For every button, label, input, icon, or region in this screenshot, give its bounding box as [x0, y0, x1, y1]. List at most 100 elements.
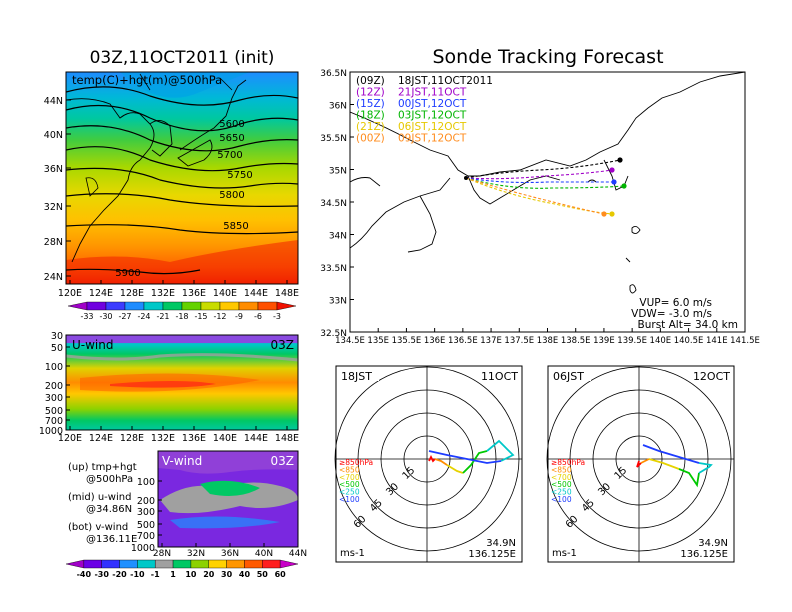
lon-tick-label: 141.5E	[730, 336, 760, 346]
legend-up-2: @500hPa	[86, 474, 133, 485]
lat-tick-label: 35.5N	[320, 134, 347, 144]
lat-tick-label: 36N	[44, 164, 63, 175]
hodograph-date: 11OCT	[481, 370, 518, 383]
colorbar-label: -30	[99, 312, 112, 321]
level-legend: <100	[551, 495, 572, 504]
wind-colorbar-label: 30	[221, 570, 233, 579]
left-title: 03Z,11OCT2011 (init)	[90, 48, 275, 68]
panel-legend: (up) tmp+hgt @500hPa (mid) u-wind @34.86…	[68, 462, 137, 545]
lon-tick-label: 136E	[424, 336, 446, 346]
colorbar-label: -3	[273, 312, 281, 321]
run-tag: (12Z)	[356, 87, 385, 99]
pressure-tick-label: 30	[51, 331, 63, 342]
hodograph-trace	[434, 458, 448, 466]
colorbar-swatch	[238, 301, 259, 311]
colorbar-label: -24	[137, 312, 150, 321]
lon-tick-label: 139.5E	[617, 336, 647, 346]
v-wind-time: 03Z	[271, 454, 295, 468]
run-time: 21JST,11OCT	[398, 87, 467, 99]
pressure-tick-label: 500	[45, 406, 63, 417]
colorbar-swatch	[86, 301, 107, 311]
colorbar-label: -6	[254, 312, 262, 321]
wind-colorbar-label: -1	[151, 570, 160, 579]
colorbar-swatch	[257, 301, 278, 311]
colorbar-label: -27	[118, 312, 131, 321]
wind-colorbar-label: 60	[275, 570, 287, 579]
lon-tick-label: 128E	[120, 288, 144, 299]
hodograph-units: ms-1	[552, 548, 577, 559]
legend-up-1: (up) tmp+hgt	[68, 462, 137, 473]
lon-tick-label: 124E	[89, 288, 113, 299]
colorbar-swatch	[181, 301, 202, 311]
lon-tick-label: 138.5E	[561, 336, 591, 346]
burst-point	[621, 183, 627, 189]
hodograph-trace	[698, 462, 713, 474]
hodograph-lat: 34.9N	[486, 538, 516, 549]
level-legend: <850	[339, 465, 360, 474]
right-title: Sonde Tracking Forecast	[432, 46, 663, 68]
lon-tick-label: 136E	[182, 433, 206, 444]
contour-label: 5800	[219, 190, 244, 201]
hodograph-time: 18JST	[341, 370, 372, 383]
colorbar-label: -21	[156, 312, 169, 321]
run-tag: (15Z)	[356, 98, 385, 110]
lon-tick-label: 120E	[58, 288, 82, 299]
track-map: 36.5N 36N 35.5N 35N 34.5N 34N 33.5N 33N 32.5N 13…	[320, 69, 760, 346]
level-legend: <500	[339, 480, 360, 489]
hodograph-units: ms-1	[340, 548, 365, 559]
time-label-bg	[339, 369, 379, 381]
pressure-tick-label: 50	[51, 343, 63, 354]
lat-tick-label: 36N	[221, 549, 239, 559]
lon-tick-label: 120E	[58, 433, 82, 444]
launch-point	[464, 176, 468, 180]
contour-label: 5850	[223, 221, 248, 232]
pressure-tick-label: 1000	[39, 426, 63, 437]
lat-tick-label: 44N	[44, 96, 63, 107]
level-legend: <500	[551, 480, 572, 489]
hodograph-trace	[648, 458, 680, 470]
track-line	[465, 177, 625, 189]
lat-tick-label: 32.5N	[320, 329, 347, 339]
wind-colorbar-swatch	[172, 559, 192, 569]
pressure-tick-label: 200	[45, 381, 63, 392]
lon-tick-label: 136.5E	[448, 336, 478, 346]
lon-tick-label: 140E	[650, 336, 672, 346]
lon-tick-label: 124E	[89, 433, 113, 444]
lon-tick-label: 138E	[537, 336, 559, 346]
run-time: 00JST,12OCT	[398, 98, 467, 110]
wind-colorbar-label: 50	[257, 570, 269, 579]
track-line	[465, 177, 615, 184]
lon-tick-label: 148E	[275, 433, 299, 444]
wind-colorbar-label: 10	[185, 570, 197, 579]
hodograph-trace	[678, 468, 700, 488]
level-legend: <100	[339, 495, 360, 504]
pressure-tick-label: 1000	[131, 543, 155, 554]
wind-colorbar: -40 -30 -20 -10 -1 1 10 20 30 40 50 60	[65, 559, 299, 579]
lat-tick-label: 34N	[329, 232, 347, 242]
contour-label: 5900	[115, 268, 140, 279]
hodograph-lon: 136.125E	[468, 549, 516, 560]
wind-colorbar-label: -20	[112, 570, 127, 579]
lon-tick-label: 148E	[275, 288, 299, 299]
burst-text: Burst Alt= 34.0 km	[638, 319, 738, 331]
wind-colorbar-label: -10	[130, 570, 145, 579]
lon-tick-label: 137E	[480, 336, 502, 346]
date-label-bg	[690, 369, 732, 381]
contour-label: 5650	[219, 133, 244, 144]
hodograph-trace	[640, 458, 650, 464]
contour-label: 5700	[217, 150, 242, 161]
map-500-label: temp(C)+hgt(m)@500hPa	[72, 73, 222, 87]
track-line	[465, 177, 613, 215]
lat-tick-label: 44N	[289, 549, 307, 559]
lon-tick-label: 132E	[151, 433, 175, 444]
colorbar-swatch	[219, 301, 240, 311]
hodograph-trace	[462, 450, 488, 474]
contour-label: 5600	[219, 119, 244, 130]
wind-colorbar-label: -30	[94, 570, 109, 579]
wind-colorbar-swatch	[262, 559, 281, 569]
run-tag: (18Z)	[356, 110, 385, 122]
track-line	[465, 177, 605, 215]
